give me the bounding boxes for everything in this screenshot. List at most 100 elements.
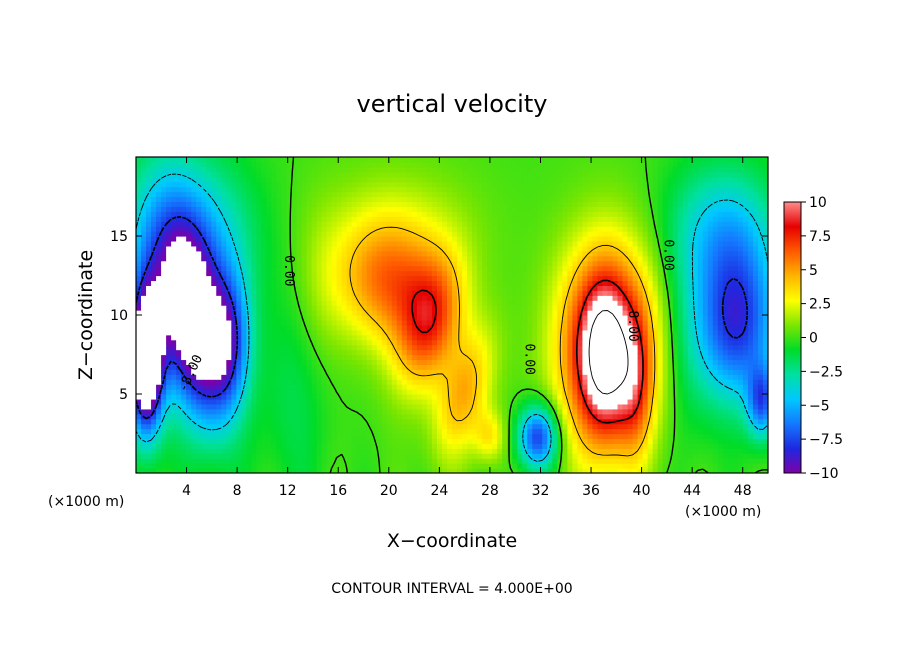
field-cell [642,339,649,346]
field-cell [557,310,563,316]
field-cell [477,423,483,430]
field-cell [557,324,563,331]
field-cell [637,398,644,405]
field-cell [497,354,503,361]
field-cell [431,453,438,459]
field-cell [532,389,538,395]
field-cell [421,305,428,311]
field-cell [421,275,428,282]
field-cell [497,433,503,440]
field-cell [401,423,408,430]
field-cell [306,339,313,346]
field-cell [692,295,699,301]
field-cell [552,413,558,420]
field-cell [557,413,563,420]
field-cell [436,275,443,282]
field-cell [577,354,584,361]
field-cell [652,300,659,306]
field-cell [747,408,754,415]
field-cell [572,463,578,469]
field-cell [311,448,318,454]
field-cell [757,463,764,469]
field-cell [336,285,343,291]
field-cell [632,394,639,400]
field-cell [657,354,664,361]
field-cell [737,428,744,435]
field-cell [281,463,288,469]
field-cell [326,408,333,415]
field-cell [577,458,584,464]
field-cell [241,295,247,301]
field-cell [452,339,458,346]
field-cell [472,315,478,321]
field-cell [366,305,373,311]
field-cell [251,453,257,459]
field-cell [577,329,584,336]
field-cell [256,384,262,390]
field-cell [281,300,288,306]
field-cell [411,275,418,282]
field-cell [467,374,473,380]
field-cell [176,369,182,375]
field-cell [722,319,729,326]
field-cell [316,280,323,286]
field-cell [301,339,308,346]
field-cell [216,423,222,430]
field-cell [737,403,744,410]
field-cell [697,290,704,296]
field-cell [472,433,478,440]
field-cell [236,369,242,375]
field-cell [356,379,363,385]
field-cell [577,418,584,425]
field-cell [166,334,172,341]
field-cell [416,389,423,395]
field-cell [552,329,558,336]
field-cell [452,418,458,425]
field-cell [687,403,694,410]
field-cell [341,305,348,311]
field-cell [156,453,162,459]
field-cell [702,413,709,420]
field-cell [276,290,283,296]
field-cell [176,334,182,341]
field-cell [667,463,674,469]
field-cell [602,334,609,341]
field-cell [396,324,403,331]
field-cell [462,379,468,385]
field-cell [391,315,398,321]
field-cell [452,458,458,464]
field-cell [497,458,503,464]
field-cell [191,443,197,449]
field-cell [567,463,573,469]
field-cell [587,285,594,291]
field-cell [477,329,483,336]
field-cell [552,448,558,454]
field-cell [597,364,604,370]
field-cell [517,359,523,365]
field-cell [487,379,493,385]
field-cell [567,453,573,459]
field-cell [191,453,197,459]
field-cell [717,280,724,286]
field-cell [226,334,232,341]
field-cell [762,463,768,469]
field-cell [642,463,649,469]
field-cell [376,418,383,425]
field-cell [411,344,418,351]
field-cell [226,423,232,430]
field-cell [241,334,247,341]
field-cell [627,438,634,444]
field-cell [707,448,714,454]
field-cell [687,384,694,390]
field-cell [702,398,709,405]
field-cell [291,453,298,459]
field-cell [206,359,212,365]
field-cell [552,324,558,331]
field-cell [652,310,659,316]
field-cell [166,443,172,449]
field-cell [351,463,358,469]
field-cell [577,359,584,365]
field-cell [647,428,654,435]
field-cell [542,295,548,301]
field-cell [231,468,237,473]
